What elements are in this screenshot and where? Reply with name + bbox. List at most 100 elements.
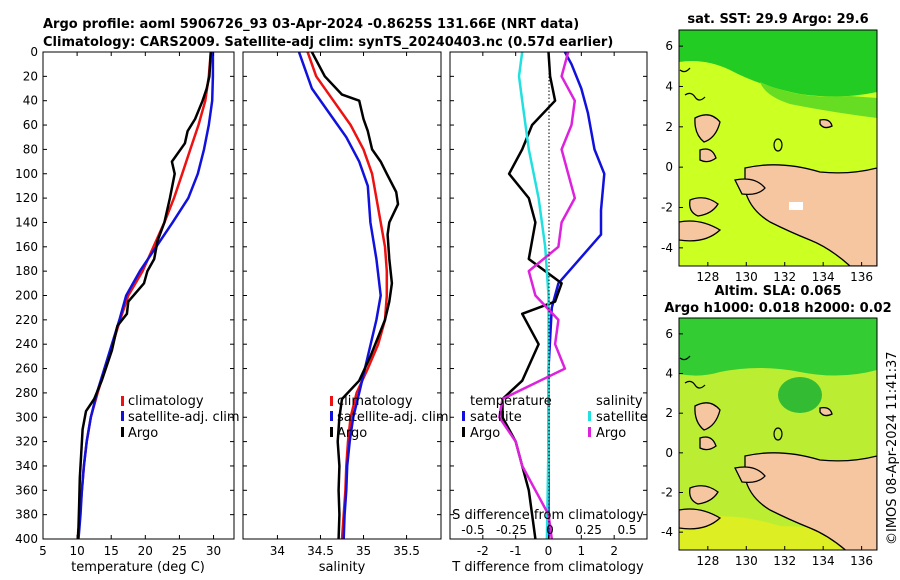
y-tick-label: 320 [15, 435, 38, 449]
map-y-tick-label: 2 [665, 120, 673, 134]
legend-swatch-satellite [121, 411, 124, 421]
legend-swatch-satellite-2 [330, 411, 333, 421]
map-y-tick-label: -2 [661, 485, 673, 499]
s-tick-label: 0 [546, 523, 554, 537]
sla-map-frame [678, 317, 878, 551]
series-line-satellite-adj-clim [297, 52, 382, 539]
temperature-panel-frame [42, 51, 235, 540]
x-tick-label: 5 [39, 544, 47, 558]
coastline [679, 355, 706, 389]
x-tick-label: 20 [138, 544, 153, 558]
map-y-tick-label: -2 [661, 201, 673, 215]
salinity-panel-frame [242, 51, 442, 540]
map-x-tick-label: 128 [696, 270, 719, 284]
coastline [679, 67, 706, 101]
land-mass [744, 452, 877, 550]
land-mass [734, 466, 766, 484]
figure-title-line1: Argo profile: aoml 5906726_93 03-Apr-202… [43, 17, 579, 32]
s-tick-label: 0.5 [617, 523, 636, 537]
s-tick-label: 0.25 [575, 523, 602, 537]
map-y-tick-label: 4 [665, 79, 673, 93]
land-mass [679, 220, 722, 242]
legend-swatch-argo [121, 427, 124, 437]
map-x-tick-label: 128 [696, 554, 719, 568]
y-tick-label: 280 [15, 386, 38, 400]
y-tick-label: 300 [15, 410, 38, 424]
legend-label-temp-argo: Argo [470, 426, 500, 441]
salinity-xlabel: salinity [319, 560, 366, 575]
legend-label-argo: Argo [128, 426, 158, 441]
y-tick-label: 20 [23, 69, 38, 83]
temperature-xlabel: temperature (deg C) [71, 560, 205, 575]
legend-label-argo-2: Argo [337, 426, 367, 441]
x-tick-label: -2 [477, 544, 489, 558]
legend-swatch-argo-2 [330, 427, 333, 437]
salinity-legend: climatology satellite-adj. clim Argo [330, 394, 449, 441]
figure-title-line2: Climatology: CARS2009. Satellite-adj cli… [43, 35, 613, 50]
y-tick-label: 0 [30, 45, 38, 59]
land-mass [819, 118, 833, 129]
series-line-satellite-adj-clim [77, 52, 215, 539]
map-y-tick-label: 6 [665, 327, 673, 341]
y-tick-label: 380 [15, 508, 38, 522]
x-tick-label: 25 [172, 544, 187, 558]
sst-missing-data [789, 202, 803, 210]
x-tick-label: 34 [270, 544, 285, 558]
map-x-tick-label: 132 [773, 554, 796, 568]
x-tick-label: 34.5 [307, 544, 334, 558]
land-mass [679, 508, 722, 530]
temperature-legend: climatology satellite-adj. clim Argo [121, 394, 240, 441]
sla-map-title: Altim. SLA: 0.065 [715, 284, 842, 299]
map-x-tick-label: 134 [812, 554, 835, 568]
series-line-argo [310, 52, 400, 539]
y-tick-label: 180 [15, 264, 38, 278]
map-x-tick-label: 136 [850, 270, 873, 284]
y-tick-label: 400 [15, 532, 38, 546]
land-mass [699, 436, 717, 451]
x-tick-label: 1 [578, 544, 586, 558]
land-mass [699, 148, 717, 163]
x-tick-label: 2 [610, 544, 618, 558]
map-y-tick-label: 0 [665, 446, 673, 460]
land-mass [689, 485, 719, 505]
map-x-tick-label: 134 [812, 270, 835, 284]
legend-label-temp-satellite: satellite [470, 410, 522, 425]
map-y-tick-label: 6 [665, 39, 673, 53]
land-mass [689, 197, 719, 217]
y-tick-label: 40 [23, 94, 38, 108]
difference-legend: temperature satellite Argo salinity sate… [462, 394, 648, 441]
sla-map-subtitle: Argo h1000: 0.018 h2000: 0.02 [664, 301, 891, 316]
x-tick-label: 15 [104, 544, 119, 558]
x-tick-label: -1 [510, 544, 522, 558]
sst-argo-marker [773, 138, 783, 152]
y-tick-label: 340 [15, 459, 38, 473]
y-tick-label: 260 [15, 362, 38, 376]
sst-map-frame [678, 29, 878, 267]
y-tick-label: 100 [15, 167, 38, 181]
series-line-argo [76, 52, 213, 539]
land-mass [694, 114, 721, 143]
y-tick-label: 120 [15, 191, 38, 205]
y-tick-label: 220 [15, 313, 38, 327]
sla-region-south [679, 516, 877, 550]
legend-title-temperature: temperature [470, 394, 552, 409]
s-tick-label: -0.5 [461, 523, 484, 537]
y-tick-label: 60 [23, 118, 38, 132]
series-line-salinity-satellite [517, 52, 550, 539]
series-line-salinity-argo [498, 52, 577, 539]
map-y-tick-label: 4 [665, 367, 673, 381]
y-tick-label: 140 [15, 215, 38, 229]
legend-swatch-sal-argo [588, 427, 591, 437]
legend-title-salinity: salinity [596, 394, 643, 409]
sst-map: sat. SST: 29.9 Argo: 29.6 128 130 132 134 13… [661, 12, 878, 284]
sla-argo-marker [773, 427, 783, 441]
x-tick-label: 10 [69, 544, 84, 558]
legend-label-climatology-2: climatology [337, 394, 413, 409]
imos-watermark: ©IMOS 08-Apr-2024 11:41:37 [885, 351, 900, 545]
map-x-tick-label: 130 [735, 270, 758, 284]
y-tick-label: 240 [15, 337, 38, 351]
s-tick-label: -0.25 [496, 523, 527, 537]
legend-swatch-climatology-2 [330, 396, 333, 406]
map-x-tick-label: 132 [773, 270, 796, 284]
